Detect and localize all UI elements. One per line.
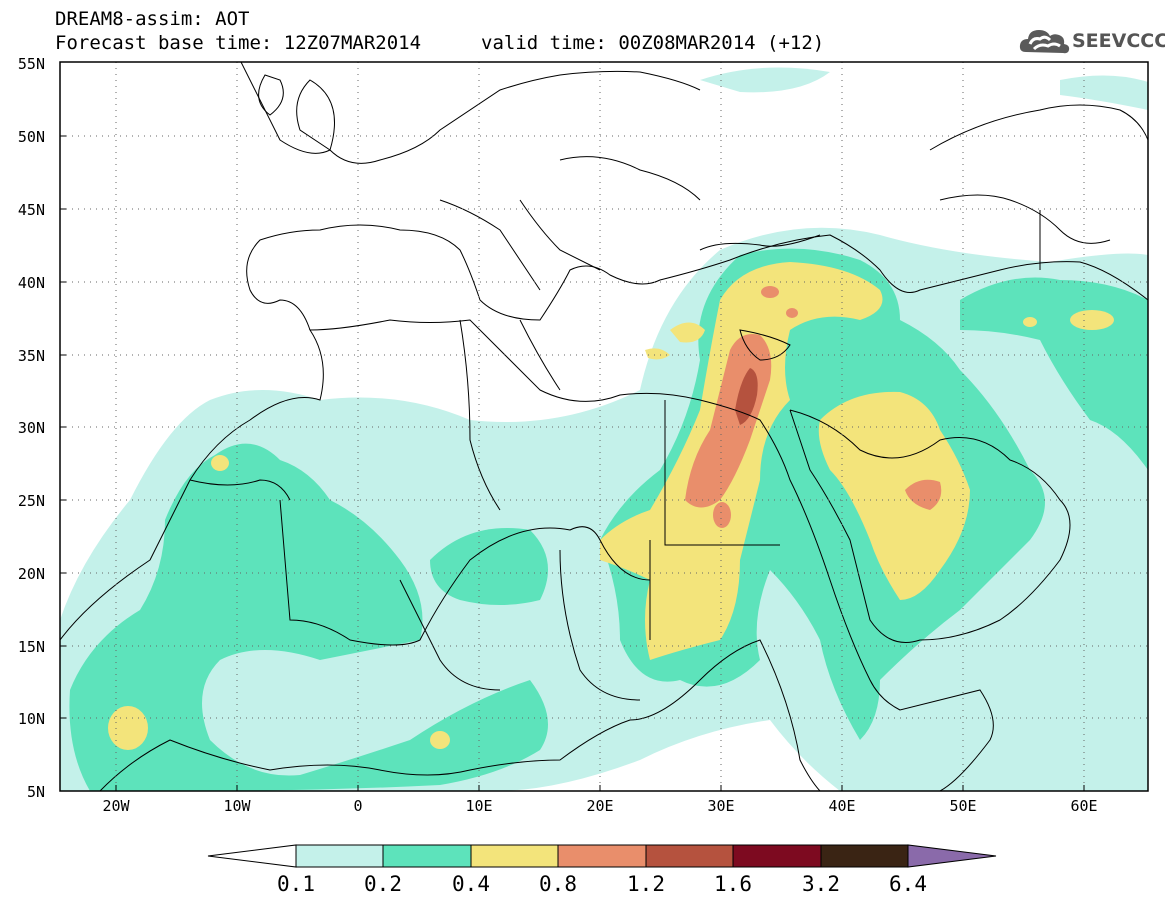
- colorbar-label: 0.4: [452, 872, 490, 896]
- lon-label: 40E: [828, 797, 856, 815]
- lon-label: 20W: [102, 797, 130, 815]
- lat-label: 40N: [17, 274, 45, 292]
- logo-text: SEEVCCC: [1072, 30, 1165, 52]
- lat-label: 10N: [17, 710, 45, 728]
- lat-label: 55N: [17, 55, 45, 73]
- lon-label: 10W: [223, 797, 251, 815]
- valid-time: valid time: 00Z08MAR2014 (+12): [481, 32, 825, 54]
- seevccc-logo: SEEVCCC: [1018, 24, 1165, 58]
- colorbar-bin-0-2: [382, 844, 472, 868]
- axis-ticks: [60, 135, 1085, 791]
- colorbar-label: 0.1: [277, 872, 315, 896]
- lon-label: 30E: [707, 797, 735, 815]
- aot-field: [60, 62, 1148, 791]
- colorbar-low-arrow: [207, 844, 297, 868]
- lat-label: 50N: [17, 128, 45, 146]
- lon-label: 0: [353, 797, 363, 815]
- colorbar-label: 6.4: [889, 872, 927, 896]
- cloud-icon: [1019, 30, 1070, 54]
- colorbar-bin-1-6: [732, 844, 822, 868]
- map-subtitle: Forecast base time: 12Z07MAR2014 valid ti…: [55, 32, 824, 54]
- colorbar-bin-3-2: [820, 844, 909, 868]
- colorbar-label: 0.8: [539, 872, 577, 896]
- lat-label: 45N: [17, 201, 45, 219]
- lon-label: 10E: [465, 797, 493, 815]
- colorbar-bin-1-2: [645, 844, 734, 868]
- base-time: Forecast base time: 12Z07MAR2014: [55, 32, 422, 54]
- map-title: DREAM8-assim: AOT: [55, 8, 250, 30]
- lat-label: 35N: [17, 347, 45, 365]
- lon-label: 60E: [1070, 797, 1098, 815]
- graticule: [60, 62, 1148, 791]
- colorbar-high-arrow: [907, 844, 997, 868]
- colorbar-label: 1.6: [714, 872, 752, 896]
- colorbar-bin-0-4: [470, 844, 559, 868]
- colorbar-label: 1.2: [627, 872, 665, 896]
- colorbar-bin-0-1: [295, 844, 384, 868]
- coastlines: [60, 62, 1148, 791]
- lat-label: 25N: [17, 492, 45, 510]
- lat-label: 15N: [17, 638, 45, 656]
- colorbar: [207, 844, 997, 868]
- lon-label: 20E: [586, 797, 614, 815]
- aot-level-1-2: [735, 368, 758, 425]
- colorbar-label: 3.2: [802, 872, 840, 896]
- colorbar-bin-0-8: [557, 844, 647, 868]
- lat-label: 30N: [17, 419, 45, 437]
- lon-label: 50E: [949, 797, 977, 815]
- lat-label: 20N: [17, 565, 45, 583]
- lat-label: 5N: [26, 783, 45, 801]
- colorbar-label: 0.2: [364, 872, 402, 896]
